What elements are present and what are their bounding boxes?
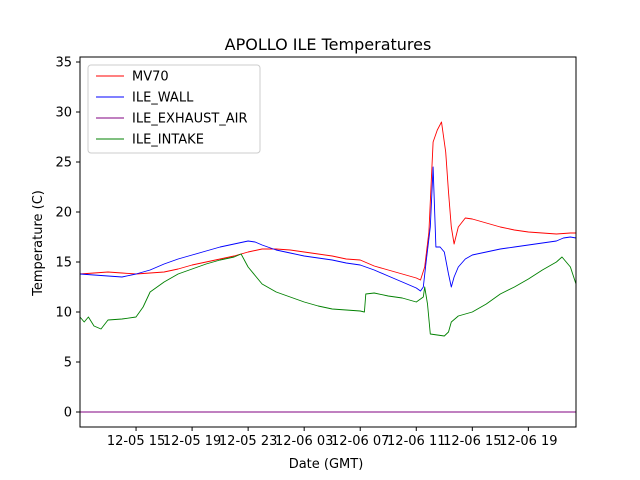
x-tick-label: 12-06 11 bbox=[387, 434, 445, 449]
x-tick-label: 12-05 19 bbox=[163, 434, 221, 449]
y-tick-label: 15 bbox=[55, 256, 72, 271]
x-tick-label: 12-05 15 bbox=[107, 434, 165, 449]
series-line-ile-wall bbox=[79, 166, 577, 292]
y-tick-label: 35 bbox=[55, 56, 72, 71]
legend-box bbox=[87, 64, 261, 154]
y-axis-label: Temperature (C) bbox=[31, 190, 46, 297]
x-tick-label: 12-06 07 bbox=[331, 434, 389, 449]
x-tick-label: 12-06 15 bbox=[443, 434, 501, 449]
series-line-ile-intake bbox=[79, 253, 577, 337]
x-axis-label: Date (GMT) bbox=[289, 457, 364, 472]
plot-frame bbox=[79, 56, 577, 428]
x-tick-label: 12-05 23 bbox=[219, 434, 277, 449]
x-tick-label: 12-06 19 bbox=[499, 434, 557, 449]
y-tick-label: 5 bbox=[64, 356, 72, 371]
y-tick-label: 0 bbox=[64, 406, 72, 421]
chart-title: APOLLO ILE Temperatures bbox=[225, 35, 432, 54]
y-tick-label: 10 bbox=[55, 306, 72, 321]
x-tick-label: 12-06 03 bbox=[275, 434, 333, 449]
legend-label: ILE_EXHAUST_AIR bbox=[132, 112, 248, 127]
legend-label: ILE_WALL bbox=[132, 91, 194, 106]
series-line-mv70 bbox=[79, 121, 576, 281]
y-tick-label: 25 bbox=[55, 156, 72, 171]
legend-label: ILE_INTAKE bbox=[132, 133, 204, 148]
y-tick-label: 20 bbox=[55, 206, 72, 221]
y-tick-label: 30 bbox=[55, 106, 72, 121]
series-layer bbox=[79, 121, 577, 413]
legend-label: MV70 bbox=[132, 70, 169, 85]
legend: MV70 ILE_WALL ILE_EXHAUST_AIR ILE_INTAKE bbox=[87, 64, 261, 154]
